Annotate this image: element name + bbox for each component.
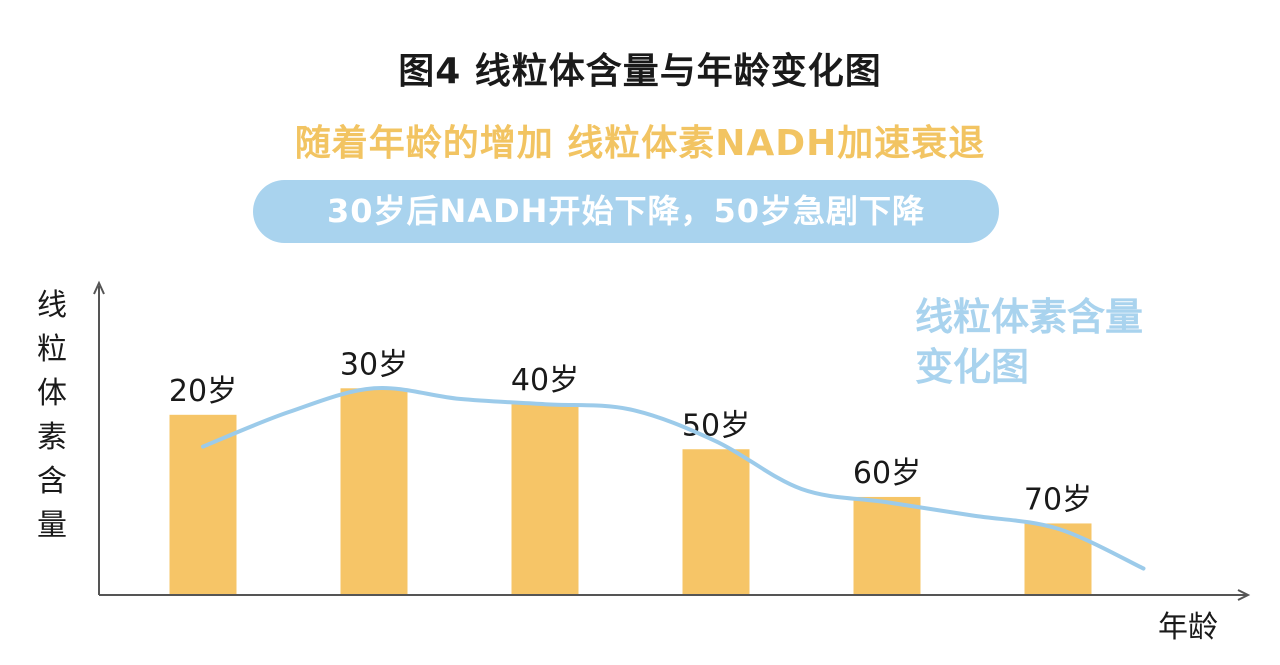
bar-label-3: 50岁	[682, 408, 750, 443]
legend-label: 线粒体素含量变化图	[915, 295, 1144, 389]
bar-label-0: 20岁	[169, 374, 237, 409]
y-axis-label: 线粒体素含量	[37, 288, 67, 543]
bar-5	[1024, 523, 1092, 595]
bar-label-group: 20岁 30岁 40岁 50岁 60岁 70岁	[169, 347, 1092, 517]
bar-1	[340, 388, 408, 595]
bar-label-2: 40岁	[511, 363, 579, 398]
bar-4	[853, 496, 921, 595]
bar-group	[169, 388, 1092, 595]
chart-subtitle: 随着年龄的增加 线粒体素NADH加速衰退	[294, 123, 986, 164]
y-axis-arrow	[93, 280, 105, 295]
bar-label-1: 30岁	[340, 347, 408, 382]
x-axis-label: 年龄	[1158, 610, 1218, 645]
trend-line	[201, 385, 1146, 571]
bar-label-5: 70岁	[1024, 482, 1092, 517]
chart-title: 图4 线粒体含量与年龄变化图	[398, 51, 882, 92]
highlight-banner: 30岁后NADH开始下降，50岁急剧下降	[253, 180, 999, 243]
bar-3	[682, 449, 750, 595]
bar-2	[511, 404, 579, 595]
x-axis-arrow	[1237, 589, 1251, 601]
bar-label-4: 60岁	[853, 456, 921, 491]
bar-0	[169, 414, 237, 595]
